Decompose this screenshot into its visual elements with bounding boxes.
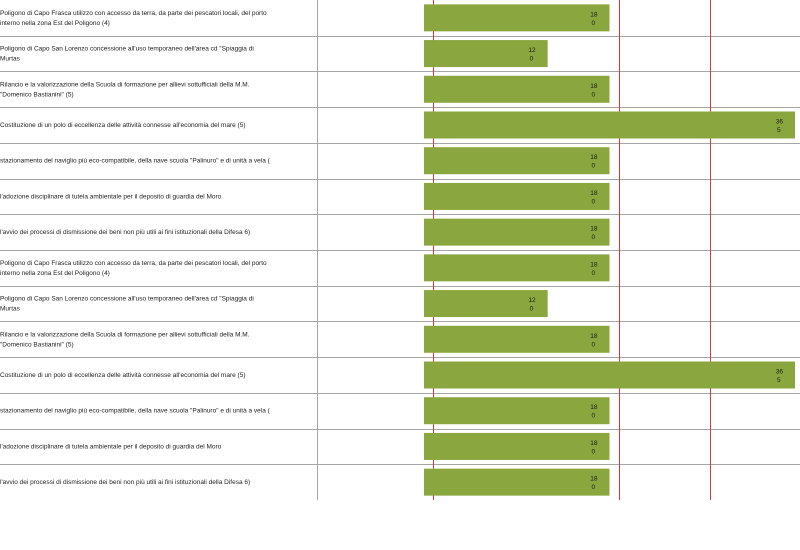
bar-value-label: 18 [590,404,598,411]
bar [424,432,610,460]
row-label: Poligono di Capo San Lorenzo concessione… [0,296,254,303]
bar-value-label: 18 [590,333,598,340]
bar-value-label: 18 [590,440,598,447]
bar [424,40,548,68]
row-label: stazionamento del naviglio più eco-compa… [0,158,271,165]
bar [424,468,610,496]
bar-sub-label: 0 [592,484,596,491]
bar [424,4,610,32]
row-label: Poligono di Capo Frasca utilizzo con acc… [0,260,267,267]
bar [424,75,610,103]
bar-value-label: 12 [528,47,536,54]
row-label: Murtas [0,56,21,63]
bar-sub-label: 0 [530,306,534,313]
bar-value-label: 18 [590,261,598,268]
bar-sub-label: 0 [592,413,596,420]
row-label: l'avvio dei processi di dismissione dei … [0,479,250,486]
bar [424,290,548,318]
row-label: Rilancio e la valorizzazione della Scuol… [0,331,250,338]
row-label: Rilancio e la valorizzazione della Scuol… [0,81,250,88]
bar-sub-label: 0 [592,91,596,98]
bar-value-label: 18 [590,476,598,483]
row-label: stazionamento del naviglio più eco-compa… [0,408,271,415]
bar [424,397,610,425]
row-label: interno nella zona Est del Poligono (4) [0,270,110,277]
bar [424,254,610,282]
bar-sub-label: 0 [530,56,534,63]
bar-value-label: 36 [776,369,784,376]
row-label: Costituzione di un polo di eccellenza de… [0,372,246,379]
bar-value-label: 18 [590,11,598,18]
row-separators [0,36,800,465]
row-labels: Poligono di Capo Frasca utilizzo con acc… [0,10,271,486]
bar-sub-label: 0 [592,198,596,205]
row-label: l'adozione disciplinare di tutela ambien… [0,443,222,450]
bar [424,147,610,175]
bar [424,111,795,139]
row-label: Poligono di Capo San Lorenzo concessione… [0,46,254,53]
row-label: "Domenico Bastianini" (5) [0,341,74,348]
bar-sub-label: 5 [777,377,781,384]
bar-value-label: 18 [590,154,598,161]
bar-value-label: 18 [590,83,598,90]
bar-value-label: 18 [590,226,598,233]
bar-sub-label: 5 [777,127,781,134]
row-label: "Domenico Bastianini" (5) [0,91,74,98]
bar-sub-label: 0 [592,20,596,27]
bar-sub-label: 0 [592,448,596,455]
bar [424,218,610,246]
bar-sub-label: 0 [592,270,596,277]
bar-sub-label: 0 [592,341,596,348]
bar-value-label: 18 [590,190,598,197]
row-label: l'avvio dei processi di dismissione dei … [0,229,250,236]
row-label: interno nella zona Est del Poligono (4) [0,20,110,27]
bars: 1801201803651801801801801201803651801801… [424,4,795,496]
bar [424,325,610,353]
bar-value-label: 12 [528,297,536,304]
row-label: Poligono di Capo Frasca utilizzo con acc… [0,10,267,17]
row-label: Costituzione di un polo di eccellenza de… [0,122,246,129]
row-label: Murtas [0,306,21,313]
bar [424,182,610,210]
row-label: l'adozione disciplinare di tutela ambien… [0,193,222,200]
bar-value-label: 36 [776,119,784,126]
bar [424,361,795,389]
bar-sub-label: 0 [592,234,596,241]
bar-sub-label: 0 [592,163,596,170]
